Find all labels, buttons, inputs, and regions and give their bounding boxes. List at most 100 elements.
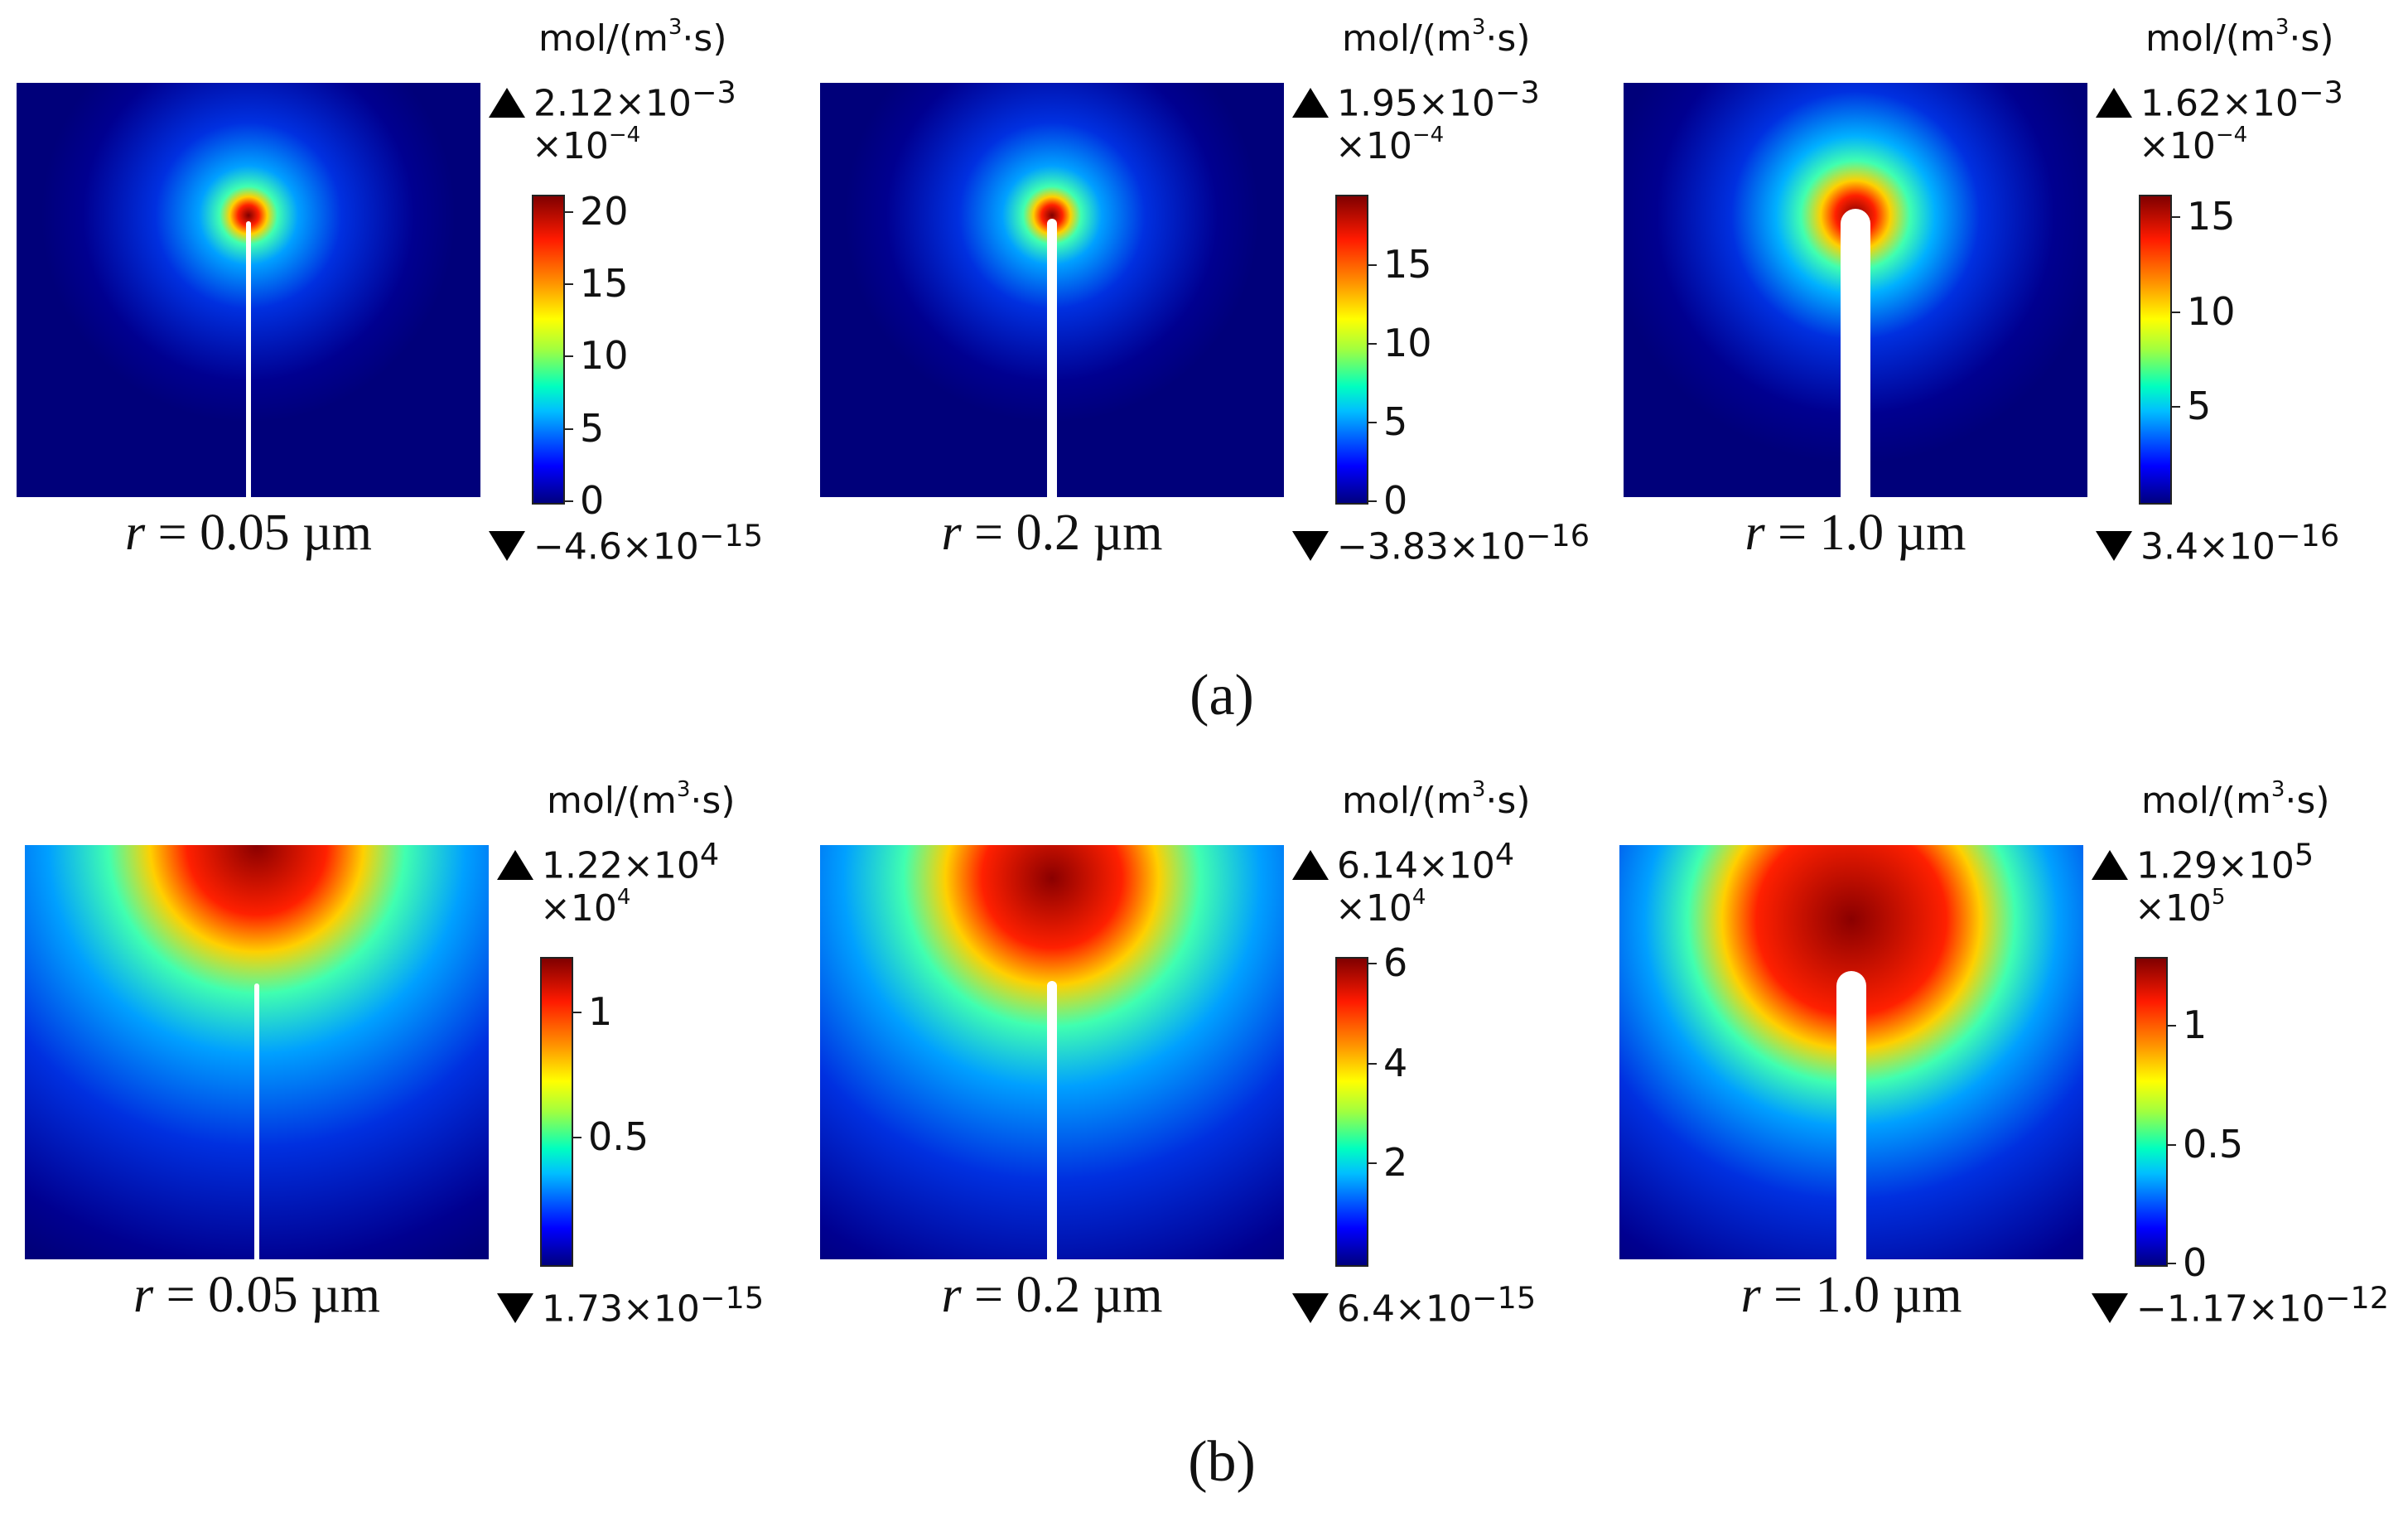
unit-prefix: mol/(m — [1342, 780, 1472, 822]
unit-label: mol/(m3·s) — [2145, 15, 2333, 60]
unit-exp: 3 — [668, 15, 683, 40]
probe-shaft — [246, 224, 251, 497]
unit-exp: 3 — [2270, 777, 2285, 802]
min-value: −3.83×10 — [1337, 525, 1526, 568]
colorbar-tick: 15 — [565, 261, 629, 307]
scale-multiplier: ×10−4 — [2139, 123, 2247, 167]
colorbar-tick: 1 — [572, 988, 613, 1034]
min-value: 1.73×10 — [542, 1288, 700, 1331]
unit-suffix: ·s) — [1485, 17, 1531, 60]
panel-b-1: r = 0.05 µm mol/(m3·s) 1.22×104 ×104 1 0.5 1.7… — [25, 777, 820, 1367]
probe-tip — [254, 983, 259, 988]
probe-shaft — [254, 986, 259, 1259]
mult-base: ×10 — [1335, 887, 1412, 930]
mult-base: ×10 — [2139, 125, 2216, 167]
mult-exp: −4 — [608, 123, 641, 147]
unit-label: mol/(m3·s) — [1342, 15, 1530, 60]
unit-prefix: mol/(m — [547, 780, 677, 822]
max-exp: 4 — [699, 837, 720, 872]
min-triangle-icon — [489, 530, 525, 561]
panel-a-1: r = 0.05 µm mol/(m3·s) 2.12×10−3 ×10−4 20 15 1… — [17, 15, 812, 605]
unit-exp: 3 — [676, 777, 691, 802]
radius-label: r = 1.0 µm — [1740, 1266, 1962, 1325]
field-plot — [17, 83, 480, 497]
unit-prefix: mol/(m — [2141, 780, 2271, 822]
max-value: 6.14×10 — [1337, 844, 1495, 887]
colorbar-tick: 1 — [2167, 1002, 2208, 1048]
colorbar-tick: 5 — [1368, 399, 1408, 445]
radius-value: = 0.2 µm — [961, 1267, 1163, 1323]
field-plot — [1624, 83, 2087, 497]
max-triangle-icon — [1292, 87, 1329, 118]
scale-multiplier: ×104 — [540, 885, 630, 930]
min-value-row: −1.17×10−12 — [2092, 1280, 2389, 1331]
field-svg — [820, 83, 1284, 497]
unit-prefix: mol/(m — [1342, 17, 1472, 60]
max-value-row: 1.62×10−3 — [2096, 75, 2343, 125]
field-plot — [820, 845, 1284, 1259]
unit-label: mol/(m3·s) — [1342, 777, 1530, 822]
panel-a-2: r = 0.2 µm mol/(m3·s) 1.95×10−3 ×10−4 15 10 5 0… — [820, 15, 1615, 605]
colorbar-tick: 15 — [1368, 242, 1432, 287]
colorbar-tick: 5 — [2171, 383, 2212, 428]
radius-var: r — [124, 505, 146, 561]
min-exp: −15 — [699, 1280, 765, 1316]
max-value: 1.29×10 — [2136, 844, 2295, 887]
max-exp: −3 — [691, 75, 736, 110]
max-value: 1.62×10 — [2140, 82, 2299, 125]
radius-label: r = 0.2 µm — [941, 504, 1162, 563]
field-svg — [25, 845, 489, 1259]
unit-label: mol/(m3·s) — [547, 777, 735, 822]
unit-suffix: ·s) — [1485, 780, 1531, 822]
probe-tip — [1047, 219, 1057, 229]
unit-label: mol/(m3·s) — [2141, 777, 2329, 822]
probe-tip — [1836, 971, 1866, 1001]
max-triangle-icon — [497, 849, 533, 880]
radius-value: = 1.0 µm — [1764, 505, 1966, 561]
mult-exp: −4 — [2215, 123, 2248, 147]
max-value-row: 2.12×10−3 — [489, 75, 736, 125]
scale-multiplier: ×104 — [1335, 885, 1426, 930]
max-exp: 4 — [1494, 837, 1515, 872]
probe-shaft — [1047, 986, 1057, 1259]
max-value-row: 1.29×105 — [2092, 837, 2314, 887]
field-svg — [820, 845, 1284, 1259]
radius-label: r = 0.05 µm — [125, 504, 372, 563]
max-value: 1.22×10 — [542, 844, 700, 887]
min-value: 6.4×10 — [1337, 1288, 1472, 1331]
colorbar-tick: 0 — [2167, 1240, 2208, 1285]
unit-prefix: mol/(m — [2145, 17, 2275, 60]
radius-var: r — [941, 1267, 962, 1323]
panel-b-2: r = 0.2 µm mol/(m3·s) 6.14×104 ×104 6 4 2 6.4×1… — [820, 777, 1615, 1367]
min-exp: −16 — [1525, 518, 1590, 553]
min-triangle-icon — [497, 1292, 533, 1323]
min-exp: −16 — [2275, 518, 2340, 553]
scale-multiplier: ×105 — [2135, 885, 2225, 930]
max-exp: −3 — [2298, 75, 2343, 110]
scale-multiplier: ×10−4 — [1335, 123, 1444, 167]
colorbar — [1335, 195, 1368, 505]
min-value: 3.4×10 — [2140, 525, 2275, 568]
max-triangle-icon — [489, 87, 525, 118]
unit-exp: 3 — [1471, 777, 1486, 802]
min-triangle-icon — [1292, 530, 1329, 561]
probe-tip — [246, 221, 251, 226]
field-plot — [820, 83, 1284, 497]
min-triangle-icon — [2096, 530, 2132, 561]
colorbar — [540, 957, 573, 1267]
mult-base: ×10 — [532, 125, 609, 167]
probe-tip — [1047, 981, 1057, 991]
unit-exp: 3 — [1471, 15, 1486, 40]
max-triangle-icon — [1292, 849, 1329, 880]
min-exp: −15 — [698, 518, 764, 553]
max-value: 1.95×10 — [1337, 82, 1495, 125]
probe-shaft — [1047, 224, 1057, 497]
radius-value: = 0.05 µm — [153, 1267, 381, 1323]
max-exp: 5 — [2294, 837, 2314, 872]
colorbar-tick: 0.5 — [572, 1114, 649, 1160]
field-svg — [1624, 83, 2087, 497]
probe-shaft — [1836, 986, 1866, 1259]
min-exp: −15 — [1471, 1280, 1537, 1316]
radius-value: = 0.05 µm — [145, 505, 373, 561]
mult-exp: −4 — [1412, 123, 1445, 147]
